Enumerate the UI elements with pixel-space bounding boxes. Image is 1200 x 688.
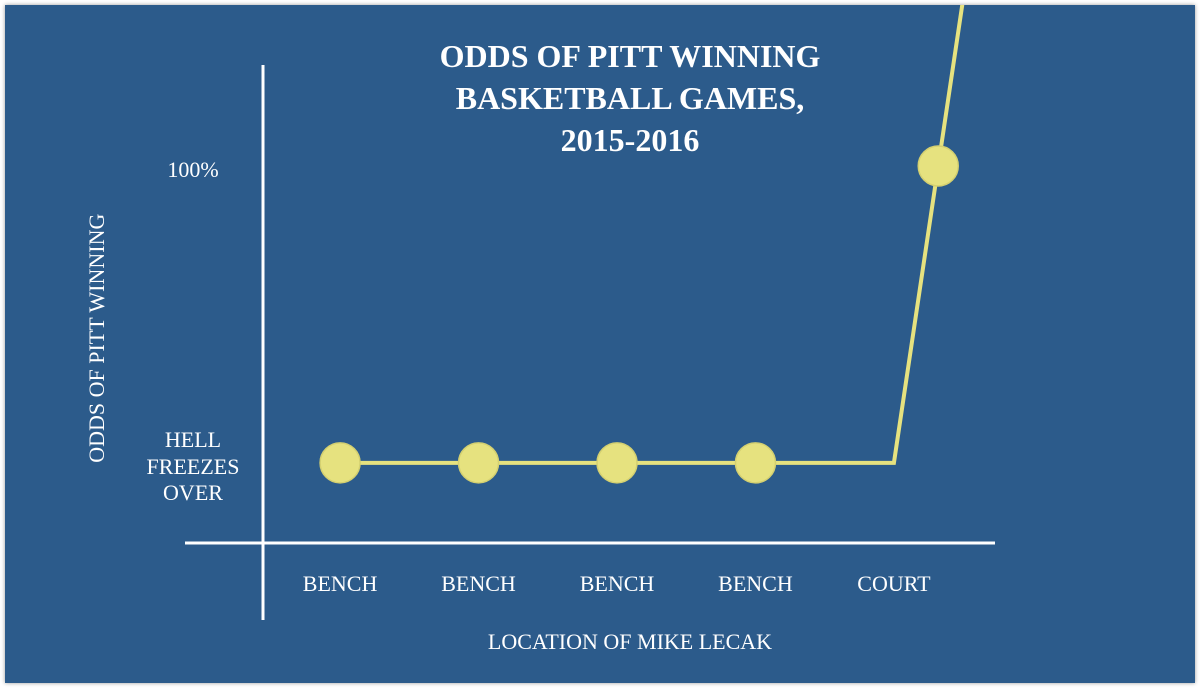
x-tick-label: COURT [857,571,931,596]
x-tick-label: BENCH [579,571,655,596]
x-tick-label: BENCH [302,571,378,596]
chart [185,5,995,620]
series-line [340,165,941,465]
point [596,442,638,484]
point [319,442,361,484]
point [457,442,500,484]
point [734,442,777,484]
x-tick-label: BENCH [718,571,793,596]
chart-panel: ODDS OF PITT WINNING BASKETBALL GAMES, 2… [5,5,1195,683]
line-extension [936,5,965,167]
y-axis-title: ODDS OF PITT WINNING [83,213,109,463]
y-tick-label: 100% [167,156,219,182]
chart-title: ODDS OF PITT WINNING BASKETBALL GAMES, 2… [439,38,821,158]
x-axis-title: LOCATION OF MIKE LECAK [487,629,773,654]
x-tick-label: BENCH [441,571,516,596]
point [917,145,959,187]
y-tick-label: HELL FREEZES OVER [146,427,240,506]
